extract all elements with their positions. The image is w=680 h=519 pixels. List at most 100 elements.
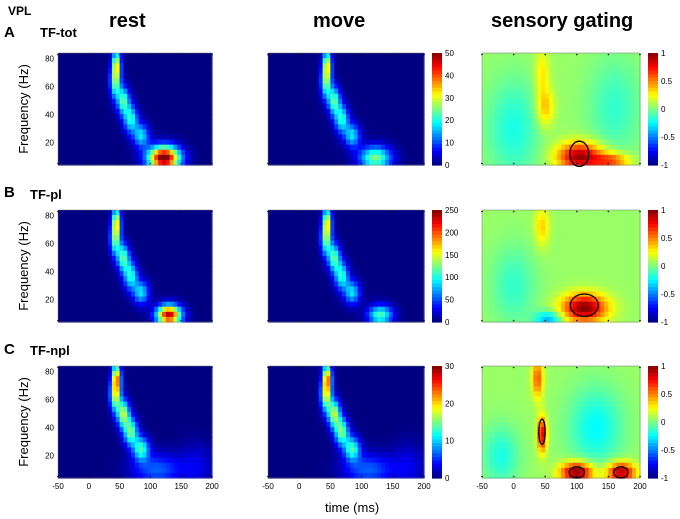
heatmap-cell bbox=[314, 210, 320, 216]
heatmap-cell bbox=[400, 154, 406, 161]
heatmap-cell bbox=[303, 159, 308, 166]
gating-colorbar: 10.50-0.5-1 bbox=[648, 49, 675, 170]
heatmap-cell bbox=[361, 78, 367, 85]
heatmap-cell bbox=[636, 53, 641, 59]
heatmap-cell bbox=[271, 245, 277, 252]
heatmap-cell bbox=[385, 124, 390, 130]
heatmap-cell bbox=[154, 139, 159, 146]
heatmap-cell bbox=[119, 58, 125, 64]
heatmap-cell bbox=[537, 119, 542, 125]
heatmap-cell bbox=[330, 215, 335, 221]
heatmap-cell bbox=[361, 83, 367, 90]
heatmap-cell bbox=[517, 63, 523, 69]
heatmap-cell bbox=[303, 53, 308, 59]
heatmap-cell bbox=[624, 114, 629, 120]
heatmap-cell bbox=[88, 109, 94, 115]
heatmap-cell bbox=[310, 93, 316, 100]
heatmap-cell bbox=[77, 154, 82, 161]
heatmap-cell bbox=[303, 109, 308, 115]
heatmap-cell bbox=[485, 124, 491, 130]
heatmap-cell bbox=[196, 301, 202, 308]
heatmap-cell bbox=[127, 109, 132, 115]
heatmap-cell bbox=[408, 215, 413, 221]
heatmap-cell bbox=[330, 83, 335, 90]
heatmap-cell bbox=[501, 83, 507, 90]
heatmap-cell bbox=[81, 154, 86, 161]
heatmap-cell bbox=[416, 83, 421, 90]
heatmap-cell bbox=[482, 245, 487, 252]
heatmap-cell bbox=[357, 220, 363, 226]
heatmap-cell bbox=[204, 159, 209, 166]
heatmap-cell bbox=[150, 154, 155, 161]
heatmap-cell bbox=[572, 63, 578, 69]
heatmap-cell bbox=[346, 271, 351, 277]
heatmap-cell bbox=[58, 134, 63, 141]
heatmap-cell bbox=[100, 124, 105, 130]
heatmap-cell bbox=[208, 296, 213, 303]
heatmap-cell bbox=[349, 271, 355, 277]
heatmap-cell bbox=[127, 68, 132, 74]
heatmap-cell bbox=[576, 73, 582, 80]
heatmap-cell bbox=[322, 159, 328, 166]
heatmap-cell bbox=[299, 276, 304, 282]
heatmap-cell bbox=[192, 88, 198, 95]
heatmap-cell bbox=[365, 281, 370, 287]
heatmap-cell bbox=[533, 225, 538, 231]
heatmap-cell bbox=[369, 260, 374, 267]
heatmap-cell bbox=[100, 98, 105, 105]
heatmap-cell bbox=[96, 63, 101, 69]
heatmap-cell bbox=[158, 119, 163, 125]
heatmap-cell bbox=[596, 53, 602, 59]
heatmap-cell bbox=[108, 225, 113, 231]
heatmap-cell bbox=[564, 149, 570, 156]
heatmap-cell bbox=[596, 109, 602, 115]
heatmap-cell bbox=[299, 240, 304, 247]
heatmap-cell bbox=[365, 139, 370, 146]
heatmap-cell bbox=[346, 83, 351, 90]
heatmap-cell bbox=[150, 215, 155, 221]
heatmap-cell bbox=[73, 240, 78, 247]
heatmap-cell bbox=[65, 119, 71, 125]
heatmap-cell bbox=[185, 271, 190, 277]
heatmap-cell bbox=[489, 225, 495, 231]
heatmap-cell bbox=[553, 245, 558, 252]
heatmap-cell bbox=[620, 149, 625, 156]
heatmap-cell bbox=[96, 286, 101, 293]
heatmap-cell bbox=[283, 93, 289, 100]
heatmap-cell bbox=[150, 98, 155, 105]
heatmap-cell bbox=[596, 139, 602, 146]
x-tick-mark bbox=[481, 162, 483, 165]
heatmap-cell bbox=[600, 93, 606, 100]
heatmap-cell bbox=[608, 159, 613, 166]
heatmap-cell bbox=[303, 215, 308, 221]
heatmap-cell bbox=[77, 83, 82, 90]
heatmap-cell bbox=[353, 266, 359, 272]
heatmap-cell bbox=[61, 98, 67, 105]
heatmap-cell bbox=[161, 215, 167, 221]
heatmap-cell bbox=[517, 230, 523, 237]
heatmap-cell bbox=[88, 154, 94, 161]
heatmap-cell bbox=[200, 306, 205, 313]
heatmap-cell bbox=[388, 144, 394, 151]
heatmap-cell bbox=[377, 68, 382, 74]
heatmap-cell bbox=[485, 286, 491, 293]
heatmap-cell bbox=[545, 83, 550, 90]
heatmap-cell bbox=[373, 93, 378, 100]
heatmap-cell bbox=[322, 296, 328, 303]
heatmap-cell bbox=[489, 134, 495, 141]
heatmap-cell bbox=[200, 230, 205, 237]
heatmap-cell bbox=[173, 245, 178, 252]
heatmap-cell bbox=[287, 149, 292, 156]
heatmap-cell bbox=[73, 306, 78, 313]
heatmap-cell bbox=[346, 154, 351, 161]
heatmap-cell bbox=[58, 296, 63, 303]
heatmap-cell bbox=[400, 296, 406, 303]
heatmap-cell bbox=[346, 149, 351, 156]
heatmap-cell bbox=[509, 144, 515, 151]
heatmap-cell bbox=[204, 154, 209, 161]
heatmap-cell bbox=[400, 134, 406, 141]
heatmap-cell bbox=[161, 78, 167, 85]
heatmap-cell bbox=[291, 103, 296, 110]
heatmap-cell bbox=[138, 78, 144, 85]
heatmap-cell bbox=[169, 98, 175, 105]
